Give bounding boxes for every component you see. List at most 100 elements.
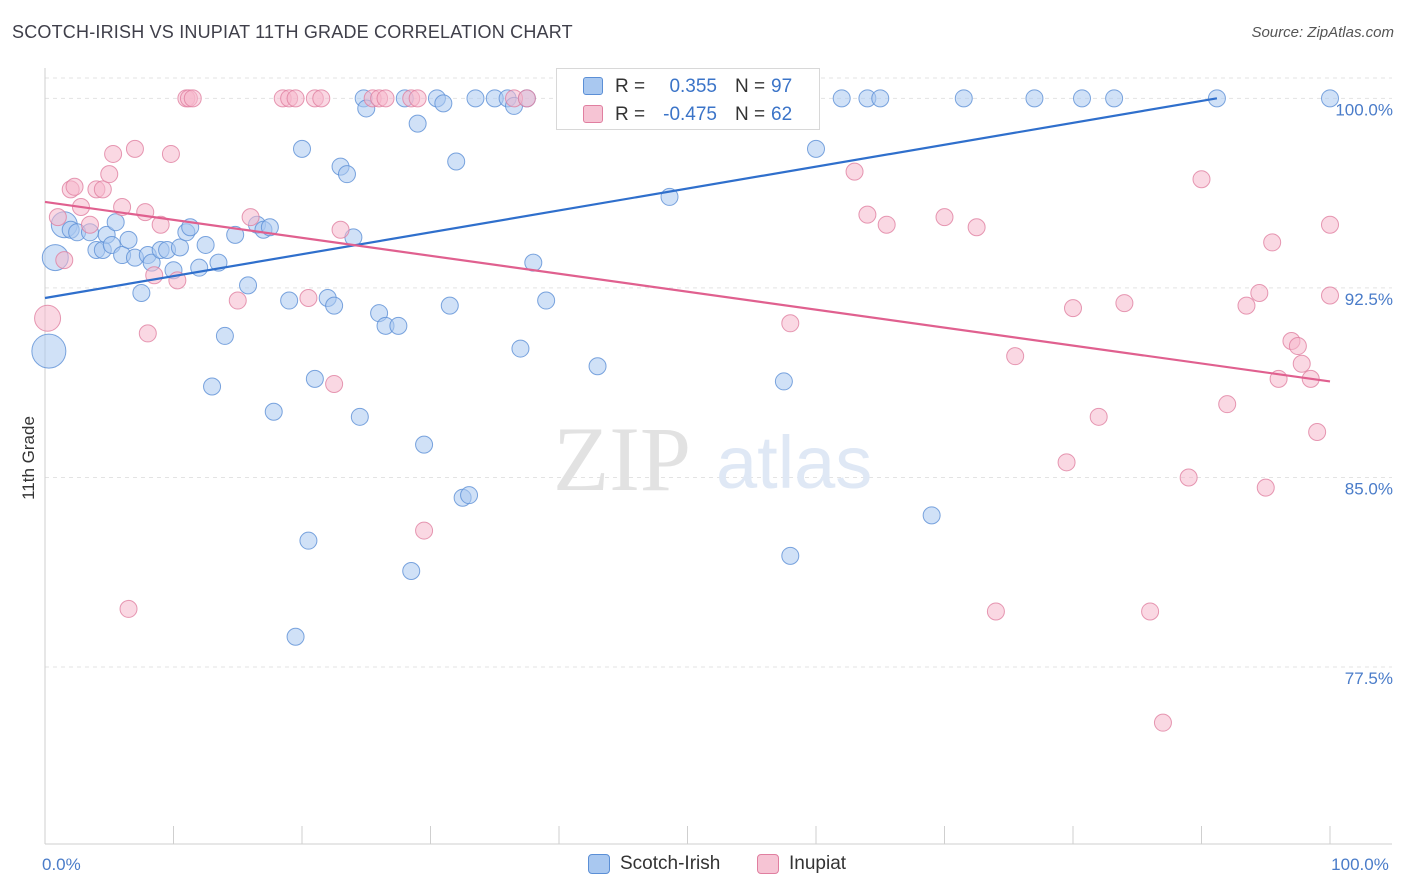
point-inupiat: [1089, 407, 1108, 426]
point-inupiat: [1321, 215, 1339, 234]
point-scotch-irish: [954, 89, 973, 108]
point-scotch-irish: [299, 531, 318, 550]
point-scotch-irish: [239, 276, 258, 295]
r-value: 0.355: [669, 76, 717, 97]
point-inupiat: [517, 89, 536, 108]
point-inupiat: [48, 208, 67, 227]
point-scotch-irish: [350, 407, 369, 426]
point-scotch-irish: [434, 94, 453, 113]
n-label: N =: [735, 76, 766, 97]
n-value: 97: [771, 76, 793, 97]
point-inupiat: [104, 144, 123, 163]
point-inupiat: [312, 89, 331, 108]
point-inupiat: [80, 215, 99, 234]
point-inupiat: [1263, 233, 1282, 252]
y-tick-label: 92.5%: [1345, 290, 1393, 309]
y-axis-label: 11th Grade: [19, 416, 38, 500]
legend-label: Scotch-Irish: [620, 853, 721, 874]
x-tick-label: 100.0%: [1331, 855, 1389, 874]
point-scotch-irish: [264, 402, 283, 421]
point-inupiat: [138, 324, 157, 343]
point-inupiat: [1115, 294, 1134, 313]
point-scotch-irish: [1321, 89, 1339, 108]
point-scotch-irish: [415, 435, 434, 454]
point-inupiat: [408, 89, 427, 108]
point-inupiat: [55, 251, 74, 270]
source-credit: Source: ZipAtlas.com: [1251, 24, 1394, 41]
chart-title: SCOTCH-IRISH VS INUPIAT 11TH GRADE CORRE…: [12, 22, 573, 42]
point-scotch-irish: [293, 139, 311, 158]
stats-row-scotch-irish: R = 0.355 N = 97: [557, 74, 819, 100]
point-inupiat: [1256, 478, 1275, 497]
point-inupiat: [183, 89, 202, 108]
point-inupiat: [1006, 347, 1025, 366]
n-label: N =: [735, 104, 766, 125]
point-inupiat: [100, 165, 119, 184]
point-inupiat: [877, 215, 896, 234]
axes: [44, 68, 1392, 845]
legend-label: Inupiat: [789, 853, 847, 874]
point-inupiat: [845, 162, 864, 181]
point-inupiat: [125, 139, 144, 158]
point-inupiat: [967, 218, 986, 237]
point-scotch-irish: [871, 89, 890, 108]
point-scotch-irish: [31, 333, 67, 369]
point-inupiat: [65, 177, 84, 196]
point-inupiat: [161, 144, 180, 163]
trend-lines: [44, 97, 1331, 383]
point-inupiat: [34, 304, 62, 332]
point-scotch-irish: [305, 369, 324, 388]
stats-box: R = 0.355 N = 97 R = -0.475 N = 62: [556, 68, 820, 130]
watermark-zip: ZIP: [553, 408, 691, 510]
y-tick-label: 77.5%: [1345, 669, 1393, 688]
point-inupiat: [331, 220, 350, 239]
point-scotch-irish: [807, 139, 825, 158]
point-scotch-irish: [511, 339, 530, 358]
point-inupiat: [986, 602, 1005, 621]
point-inupiat: [1064, 299, 1082, 318]
point-scotch-irish: [922, 506, 941, 525]
point-scotch-irish: [286, 627, 305, 646]
point-scotch-irish: [226, 225, 245, 244]
point-inupiat: [1179, 468, 1198, 487]
point-inupiat: [1288, 337, 1307, 356]
point-scotch-irish: [832, 89, 851, 108]
point-inupiat: [935, 208, 954, 227]
stats-row-inupiat: R = -0.475 N = 62: [557, 102, 819, 128]
point-scotch-irish: [203, 377, 222, 396]
watermark: ZIP atlas: [553, 408, 872, 510]
point-inupiat: [1057, 453, 1076, 472]
x-tick-label: 0.0%: [42, 855, 81, 874]
point-scotch-irish: [440, 296, 459, 315]
trendline-inupiat: [44, 200, 1331, 383]
point-scotch-irish: [325, 296, 344, 315]
y-tick-label: 85.0%: [1345, 479, 1393, 498]
point-scotch-irish: [170, 238, 189, 257]
stats-swatch-blue: [583, 77, 603, 95]
point-scotch-irish: [447, 152, 466, 171]
point-inupiat: [1237, 296, 1256, 315]
tick-labels: 100.0% 92.5% 85.0% 77.5% 0.0% 100.0%: [42, 100, 1393, 874]
point-inupiat: [241, 208, 260, 227]
legend-swatch-pink: [757, 854, 779, 874]
point-inupiat: [1218, 395, 1237, 414]
point-inupiat: [119, 599, 138, 618]
point-inupiat: [286, 89, 305, 108]
point-inupiat: [136, 203, 155, 222]
point-scotch-irish: [781, 546, 800, 565]
point-scotch-irish: [196, 235, 215, 254]
point-inupiat: [325, 374, 344, 393]
point-scotch-irish: [408, 114, 427, 133]
point-scotch-irish: [1072, 89, 1091, 108]
point-scotch-irish: [537, 291, 556, 310]
legend-swatch-blue: [588, 854, 610, 874]
point-scotch-irish: [119, 230, 138, 249]
point-scotch-irish: [1025, 89, 1044, 108]
point-inupiat: [1308, 422, 1327, 441]
y-tick-label: 100.0%: [1335, 100, 1393, 119]
point-inupiat: [299, 289, 318, 308]
trendline-scotch-irish: [44, 97, 1218, 300]
r-label: R =: [615, 76, 646, 97]
point-inupiat: [376, 89, 395, 108]
